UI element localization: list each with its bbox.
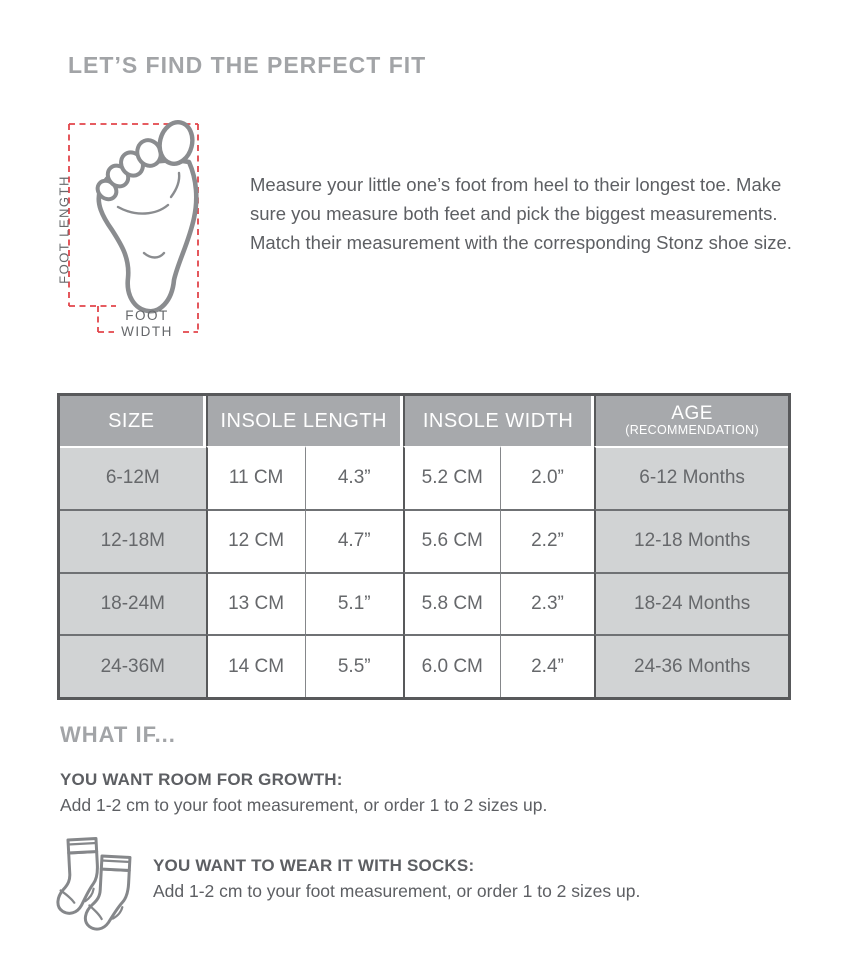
header-age-sub: (RECOMMENDATION): [625, 423, 759, 438]
socks-icon: [52, 834, 162, 949]
cell-length-cm: 14 CM: [205, 634, 305, 697]
cell-size: 18-24M: [60, 571, 206, 635]
foot-sole-icon: [68, 120, 199, 333]
header-age: AGE (RECOMMENDATION): [594, 396, 788, 446]
foot-outline: [95, 120, 199, 314]
socks-tip: YOU WANT TO WEAR IT WITH SOCKS: Add 1-2 …: [153, 856, 640, 902]
cell-size: 24-36M: [60, 634, 206, 697]
socks-tip-title: YOU WANT TO WEAR IT WITH SOCKS:: [153, 856, 475, 875]
cell-width-in: 2.3”: [499, 571, 595, 635]
cell-length-in: 5.1”: [304, 571, 403, 635]
cell-length-cm: 13 CM: [205, 571, 305, 635]
page-title: LET’S FIND THE PERFECT FIT: [68, 52, 427, 78]
growth-tip-title: YOU WANT ROOM FOR GROWTH:: [60, 770, 343, 789]
measuring-instructions: Measure your little one’s foot from heel…: [250, 174, 792, 253]
cell-width-cm: 6.0 CM: [402, 634, 500, 697]
what-if-heading: WHAT IF...: [60, 722, 176, 747]
foot-measurement-diagram: FOOT LENGTH FOOT WIDTH: [52, 110, 232, 350]
foot-width-label: FOOT WIDTH: [121, 308, 173, 339]
size-chart-table: SIZE INSOLE LENGTH INSOLE WIDTH AGE (REC…: [57, 393, 791, 700]
cell-length-in: 4.7”: [304, 508, 403, 572]
cell-width-in: 2.2”: [499, 508, 595, 572]
cell-width-cm: 5.2 CM: [402, 446, 500, 509]
cell-length-in: 4.3”: [304, 446, 403, 509]
cell-size: 12-18M: [60, 508, 206, 572]
cell-size: 6-12M: [60, 446, 206, 509]
cell-age: 6-12 Months: [594, 446, 788, 509]
cell-length-cm: 12 CM: [205, 508, 305, 572]
header-insole-width: INSOLE WIDTH: [402, 396, 595, 446]
cell-length-in: 5.5”: [304, 634, 403, 697]
cell-width-in: 2.4”: [499, 634, 595, 697]
cell-length-cm: 11 CM: [205, 446, 305, 509]
header-size: SIZE: [60, 396, 206, 446]
cell-width-cm: 5.8 CM: [402, 571, 500, 635]
header-age-main: AGE: [671, 403, 713, 425]
cell-width-cm: 5.6 CM: [402, 508, 500, 572]
cell-age: 18-24 Months: [594, 571, 788, 635]
cell-age: 12-18 Months: [594, 508, 788, 572]
growth-tip-text: Add 1-2 cm to your foot measurement, or …: [60, 795, 548, 815]
growth-tip: YOU WANT ROOM FOR GROWTH: Add 1-2 cm to …: [60, 770, 547, 816]
cell-width-in: 2.0”: [499, 446, 595, 509]
header-insole-length: INSOLE LENGTH: [205, 396, 403, 446]
cell-age: 24-36 Months: [594, 634, 788, 697]
foot-length-label: FOOT LENGTH: [56, 175, 72, 284]
socks-tip-text: Add 1-2 cm to your foot measurement, or …: [153, 881, 641, 901]
